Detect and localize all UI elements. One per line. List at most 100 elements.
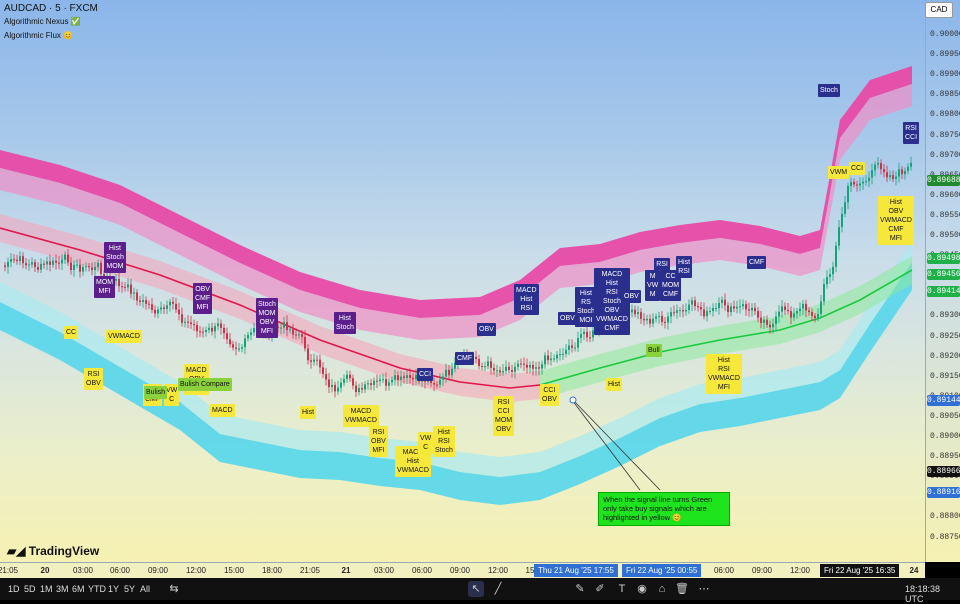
signal-badge[interactable]: MACD VWMACD [343,405,379,427]
signal-badge[interactable]: M VW M [645,270,661,301]
signal-badge[interactable]: Hist Stoch MOM [104,242,126,273]
brush-icon[interactable]: ✐ [595,583,605,595]
signal-badge[interactable]: Hist RSI Stoch [433,426,455,457]
range-button-6m[interactable]: 6M [72,584,85,594]
candle-body [85,266,87,268]
signal-badge[interactable]: CCI [417,368,434,381]
signal-badge[interactable]: MACD [210,404,235,417]
range-button-1m[interactable]: 1M [40,584,53,594]
signal-badge[interactable]: VW C [418,432,434,454]
signal-badge[interactable]: VWM [828,166,850,179]
candle-body [775,316,777,324]
candle-body [181,314,183,323]
cursor-icon[interactable]: ↖ [468,581,484,597]
signal-badge[interactable]: MACD Hist RSI [514,284,539,315]
signal-badge[interactable]: RSI CCI [903,122,920,144]
signal-badge[interactable]: VWMACD [106,330,142,343]
signal-badge[interactable]: CCI [849,162,866,175]
candle-body [910,162,912,167]
signal-badge[interactable]: CC [64,326,79,339]
signal-badge[interactable]: RSI OBV [84,368,103,390]
signal-badge[interactable]: RSI OBV MFI [369,426,388,457]
signal-badge[interactable]: MACD Hist VWMACD [395,446,431,477]
candle-body [850,181,852,186]
currency-select[interactable]: CAD [925,2,953,18]
candle-body [196,324,198,332]
candle-body [283,322,285,328]
range-button-1d[interactable]: 1D [8,584,20,594]
signal-badge[interactable]: OBV [558,312,577,325]
signal-badge[interactable]: OBV [477,323,496,336]
candle-body [886,172,888,178]
signal-badge[interactable]: Stoch [818,84,840,97]
signal-badge[interactable]: Hist RS Stoch MOI [575,287,597,327]
chart-canvas[interactable]: AUDCAD · 5 · FXCM Algorithmic Nexus ✅ Al… [0,0,925,562]
clock[interactable]: 18:18:38 UTC [905,584,941,604]
range-button-ytd[interactable]: YTD [88,584,106,594]
upper-band-inner [0,84,912,340]
more-icon[interactable]: ⋯ [698,583,710,595]
signal-badge[interactable]: VW C [164,384,180,406]
candle-body [862,181,864,184]
candle-body [115,278,117,281]
candle-body [70,262,72,271]
price-chart-svg[interactable] [0,0,925,562]
signal-badge[interactable]: RSI CCI MOM OBV [493,396,515,436]
signal-badge[interactable]: Hist [300,406,317,419]
signal-badge[interactable]: OBV CMF MFI [193,283,213,314]
candle-body [124,286,126,288]
signal-badge[interactable]: Hist RSI [676,256,693,278]
text-icon[interactable]: T [618,583,626,595]
candle-body [343,378,345,383]
signal-badge[interactable]: Bulish Compare [178,378,232,391]
candle-body [577,337,579,348]
range-button-5d[interactable]: 5D [24,584,36,594]
indicator-nexus-label[interactable]: Algorithmic Nexus ✅ [4,17,81,26]
signal-badge[interactable]: Bulish [144,386,168,399]
signal-badge[interactable]: Hist OBV VWMACD CMF MFI [878,196,914,245]
candle-body [439,379,441,385]
date-range-icon[interactable]: ⇆ [169,583,179,595]
signal-badge[interactable]: Hist [606,378,623,391]
signal-badge[interactable]: CMF [455,352,475,365]
signal-badge[interactable]: CC MOM CMF [660,270,682,301]
signal-badge[interactable]: CMF [747,256,767,269]
candle-body [349,374,351,379]
range-button-5y[interactable]: 5Y [124,584,136,594]
pencil-icon[interactable]: ✎ [575,583,585,595]
candle-body [508,366,510,371]
range-button-3m[interactable]: 3M [56,584,69,594]
signal-badge[interactable]: CCI OBV [540,384,559,406]
signal-badge[interactable]: Stoch MOM OBV MFI [256,298,278,338]
signal-badge[interactable]: OBV [622,290,641,303]
range-button-1y[interactable]: 1Y [108,584,120,594]
candle-body [52,260,54,265]
candle-body [7,261,9,267]
candle-body [151,304,153,310]
candle-body [19,256,21,262]
trash-icon[interactable]: 🗑 [675,583,689,595]
candle-body [679,310,681,312]
signal-badge[interactable]: Hist Stoch [334,312,356,334]
signal-badge[interactable]: Hist RSI VWMACD MFI [706,354,742,394]
range-button-all[interactable]: All [140,584,151,594]
indicator-flux-label[interactable]: Algorithmic Flux 😊 [4,31,74,40]
candle-body [247,334,249,339]
time-axis[interactable]: 24 12:00 09:00 06:00 15 12:00 09:00 06:00 03:00 2… [0,562,925,579]
time-label: 09:00 [147,566,169,575]
line-tool-icon[interactable]: ╱ [494,583,502,595]
eye-icon[interactable]: ◉ [637,583,647,595]
annotation-anchor[interactable] [569,396,577,404]
signal-badge[interactable]: MOM MFI [94,276,116,298]
signal-badge[interactable]: Bull [646,344,662,357]
candle-body [727,305,729,313]
candle-body [358,388,360,393]
lock-icon[interactable]: ⌂ [658,583,666,595]
candle-body [520,363,522,365]
symbol-title[interactable]: AUDCAD · 5 · FXCM [4,3,98,14]
candle-body [79,264,81,272]
time-tag-3: Fri 22 Aug '25 16:35 [820,564,900,577]
